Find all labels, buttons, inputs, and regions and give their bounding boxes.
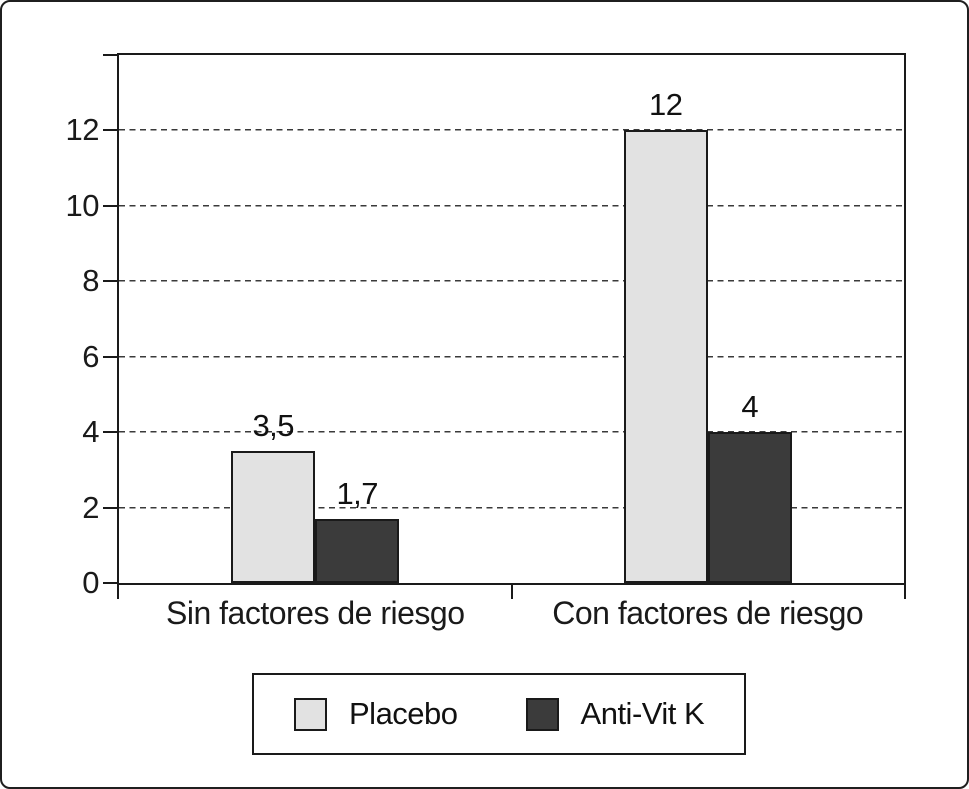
legend-label: Placebo [349,696,458,731]
y-axis-tick-8 [103,280,117,283]
chart-legend: Placebo Anti-Vit K [252,673,746,755]
x-axis-tick-0 [117,583,119,599]
y-axis-tick-label-4: 4 [82,414,99,450]
legend-swatch-icon [294,697,327,731]
y-axis-tick-top [103,54,117,56]
y-axis-tick-4 [103,431,117,434]
y-axis-tick-label-2: 2 [82,489,99,525]
bar-placebo-group-2 [623,130,708,583]
bar-value-label: 12 [649,87,683,123]
bar-chart-plot-area: 3,5 1,7 12 4 [103,53,906,599]
legend-swatch-icon [525,697,559,731]
legend-item-anti-vit-k: Anti-Vit K [525,696,705,731]
gridline-y-2 [119,506,904,509]
gridline-y-8 [119,280,904,283]
bar-value-label: 1,7 [336,475,379,511]
bar-anti-vit-k-group-1 [315,518,400,583]
category-label-1: Sin factores de riesgo [166,595,465,631]
legend-item-placebo: Placebo [294,697,458,731]
x-axis-tick-2 [904,583,906,599]
gridline-y-4 [119,431,904,434]
y-axis-tick-label-12: 12 [65,112,100,148]
gridline-y-6 [119,355,904,358]
gridline-y-10 [119,204,904,207]
y-axis-tick-label-6: 6 [82,338,99,374]
bar-placebo-group-1 [231,451,316,583]
y-axis-tick-6 [103,355,117,358]
gridline-y-12 [119,129,904,132]
y-axis-tick-10 [103,204,117,207]
y-axis-tick-label-10: 10 [65,187,100,223]
y-axis-tick-2 [103,506,117,509]
bar-anti-vit-k-group-2 [707,432,792,583]
bar-value-label: 4 [741,389,759,425]
y-axis-tick-label-8: 8 [82,263,99,299]
category-label-2: Con factores de riesgo [552,595,864,631]
bar-value-label: 3,5 [252,408,295,443]
x-axis-tick-1 [510,583,513,599]
y-axis-tick-12 [103,129,117,132]
legend-label: Anti-Vit K [580,696,705,731]
y-axis-tick-label-0: 0 [82,565,99,600]
y-axis-tick-0 [103,582,117,584]
